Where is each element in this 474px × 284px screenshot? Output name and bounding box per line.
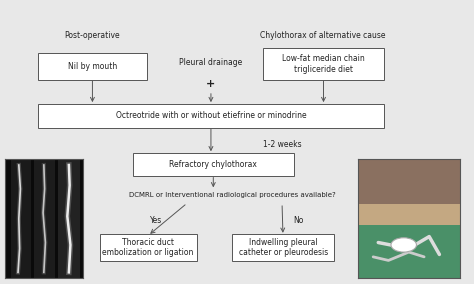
Text: +: + bbox=[206, 79, 216, 89]
Text: Low-fat median chain
trigliceride diet: Low-fat median chain trigliceride diet bbox=[282, 54, 365, 74]
FancyBboxPatch shape bbox=[100, 234, 197, 261]
Text: Yes: Yes bbox=[150, 216, 163, 225]
Bar bbox=[358, 159, 460, 204]
Text: Indwelling pleural
catheter or pleurodesis: Indwelling pleural catheter or pleurodes… bbox=[238, 238, 328, 258]
Bar bbox=[358, 159, 460, 225]
Bar bbox=[35, 159, 55, 278]
Text: 1-2 weeks: 1-2 weeks bbox=[263, 140, 301, 149]
Bar bbox=[58, 159, 80, 278]
Text: Chylothorax of alternative cause: Chylothorax of alternative cause bbox=[260, 31, 385, 40]
FancyBboxPatch shape bbox=[38, 104, 384, 128]
FancyBboxPatch shape bbox=[232, 234, 334, 261]
FancyBboxPatch shape bbox=[133, 153, 294, 176]
FancyBboxPatch shape bbox=[263, 48, 384, 80]
FancyBboxPatch shape bbox=[38, 53, 147, 80]
Text: Thoracic duct
embolization or ligation: Thoracic duct embolization or ligation bbox=[102, 238, 194, 258]
Text: DCMRL or Interventional radiological procedures available?: DCMRL or Interventional radiological pro… bbox=[129, 191, 336, 198]
Text: Nil by mouth: Nil by mouth bbox=[68, 62, 117, 70]
Ellipse shape bbox=[391, 238, 417, 252]
Bar bbox=[11, 159, 31, 278]
Text: Refractory chylothorax: Refractory chylothorax bbox=[169, 160, 257, 169]
Text: Pleural drainage: Pleural drainage bbox=[179, 58, 243, 67]
Text: Octreotride with or without etiefrine or minodrine: Octreotride with or without etiefrine or… bbox=[116, 111, 306, 120]
Text: No: No bbox=[293, 216, 304, 225]
Text: Post-operative: Post-operative bbox=[64, 31, 120, 40]
